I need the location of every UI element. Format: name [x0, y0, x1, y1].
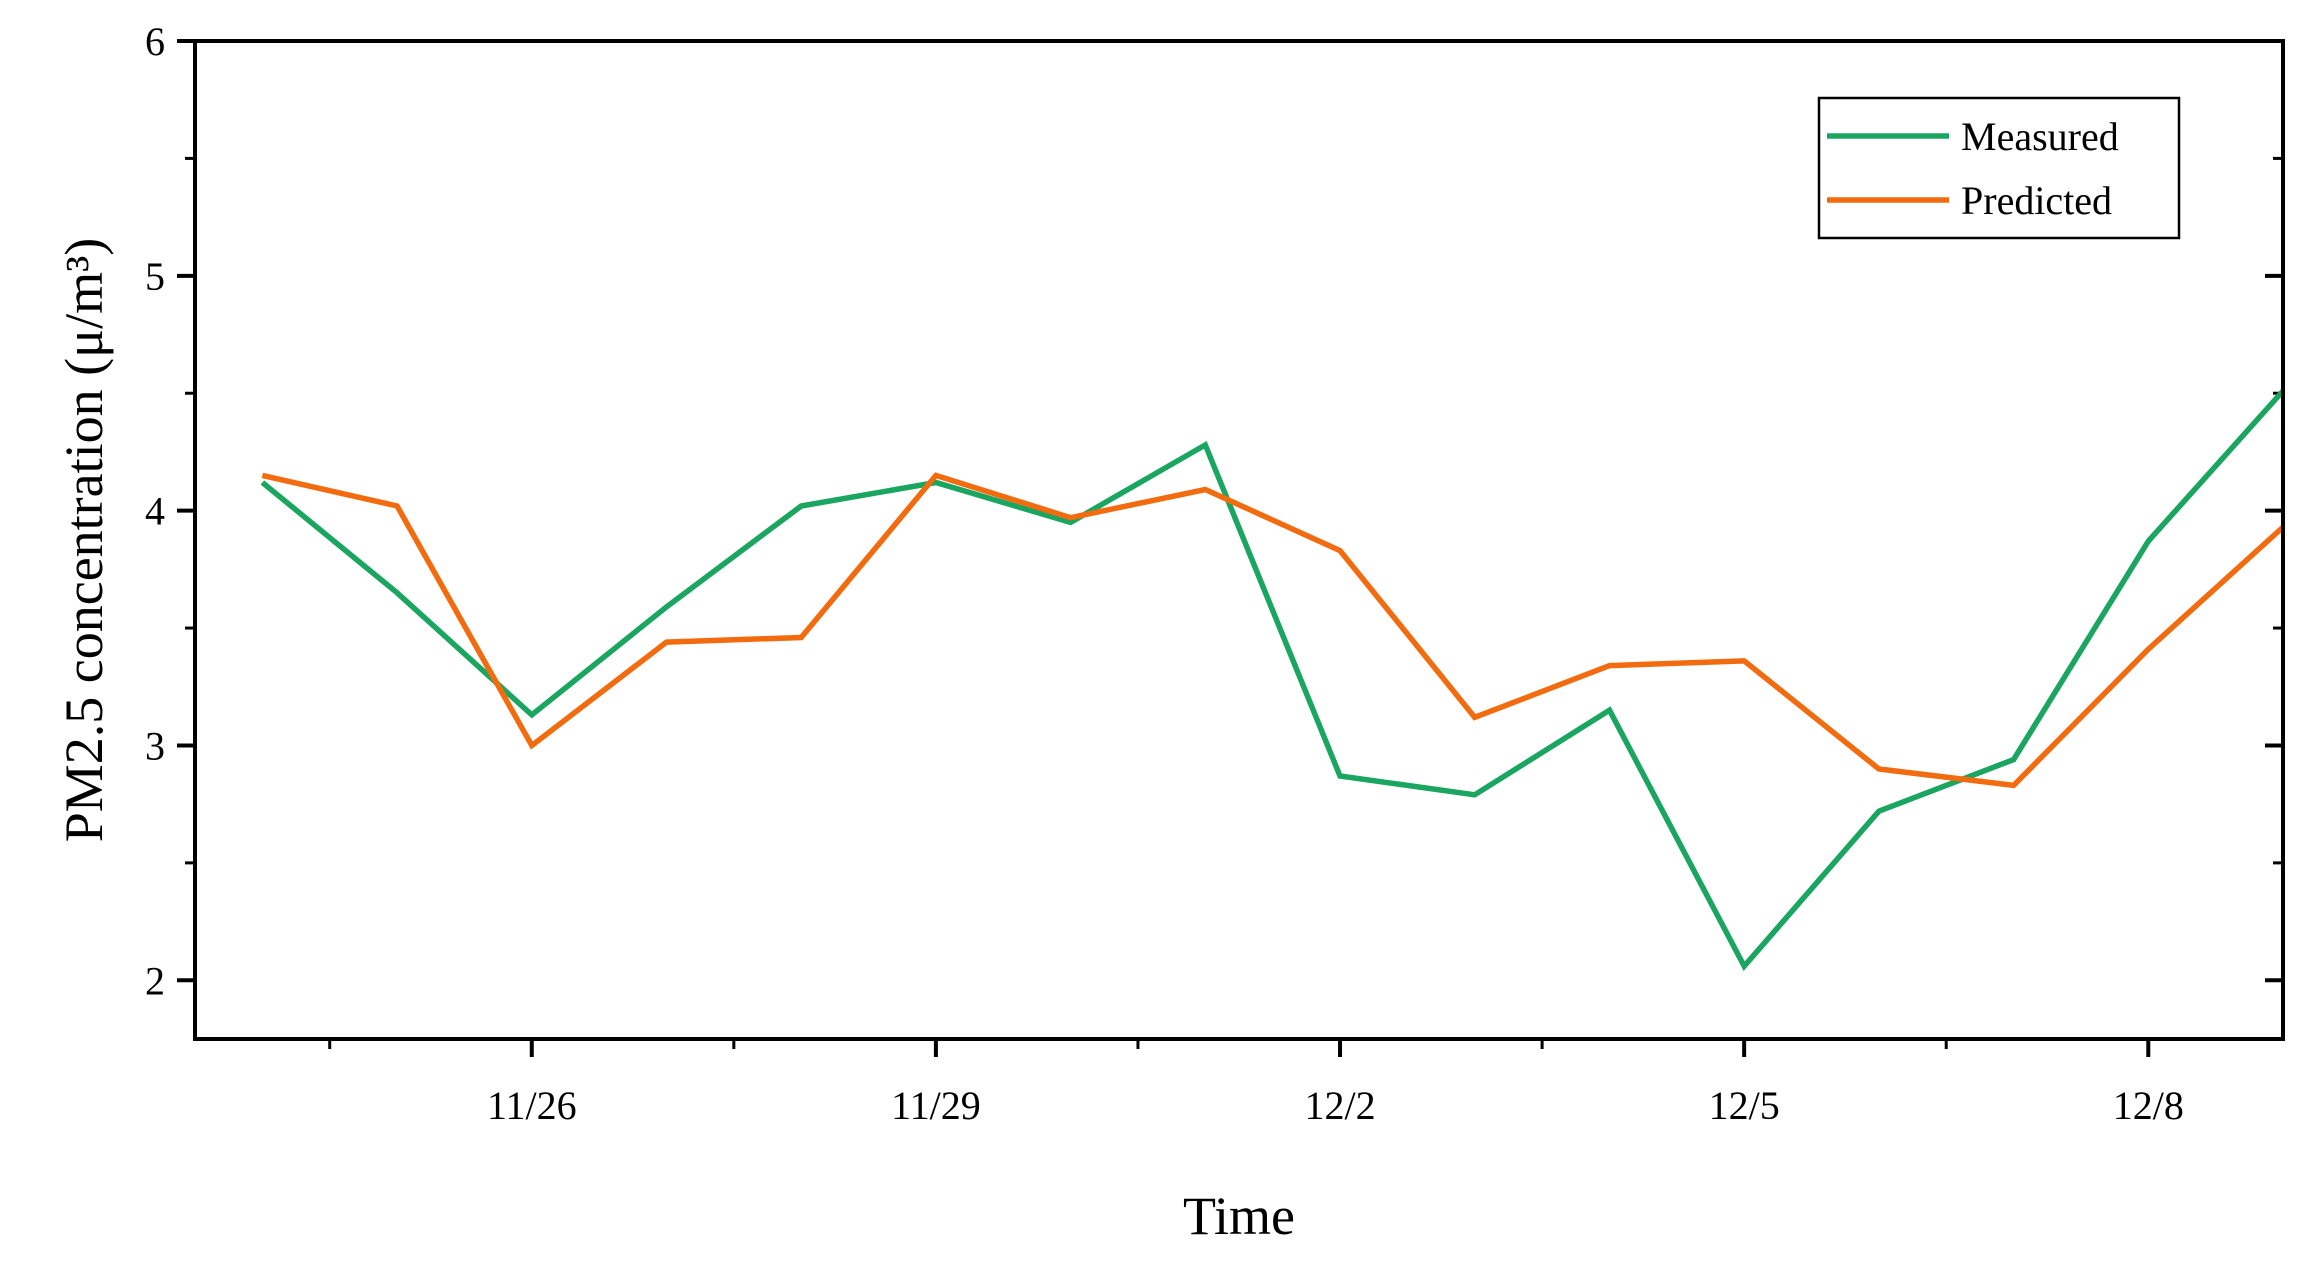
y-axis-title: PM2.5 concentration (μ/m³) [54, 238, 114, 843]
x-tick-label: 11/26 [487, 1083, 577, 1128]
y-tick-label: 2 [145, 958, 165, 1003]
x-tick-label: 11/29 [891, 1083, 981, 1128]
series-line-measured [260, 389, 2286, 972]
plot-area-frame [193, 39, 2285, 1041]
legend-entries: Measured Predicted [1827, 114, 2119, 223]
legend: Measured Predicted [1817, 96, 2181, 240]
x-tick-label: 12/2 [1304, 1083, 1375, 1128]
y-tick-label: 5 [145, 254, 165, 299]
legend-label-predicted: Predicted [1961, 178, 2112, 223]
x-axis-title: Time [1183, 1186, 1295, 1246]
y-tick-label: 3 [145, 723, 165, 768]
tick-labels: 2 3 4 5 6 11/26 11/29 12/2 12/5 12/8 [145, 19, 2184, 1128]
legend-label-measured: Measured [1961, 114, 2119, 159]
x-tick-label: 12/5 [1709, 1083, 1780, 1128]
series-lines [260, 389, 2286, 972]
x-tick-label: 12/8 [2113, 1083, 2184, 1128]
legend-box [1817, 96, 2181, 240]
y-tick-label: 6 [145, 19, 165, 64]
series-line-predicted [261, 472, 2285, 789]
y-tick-label: 4 [145, 489, 165, 534]
